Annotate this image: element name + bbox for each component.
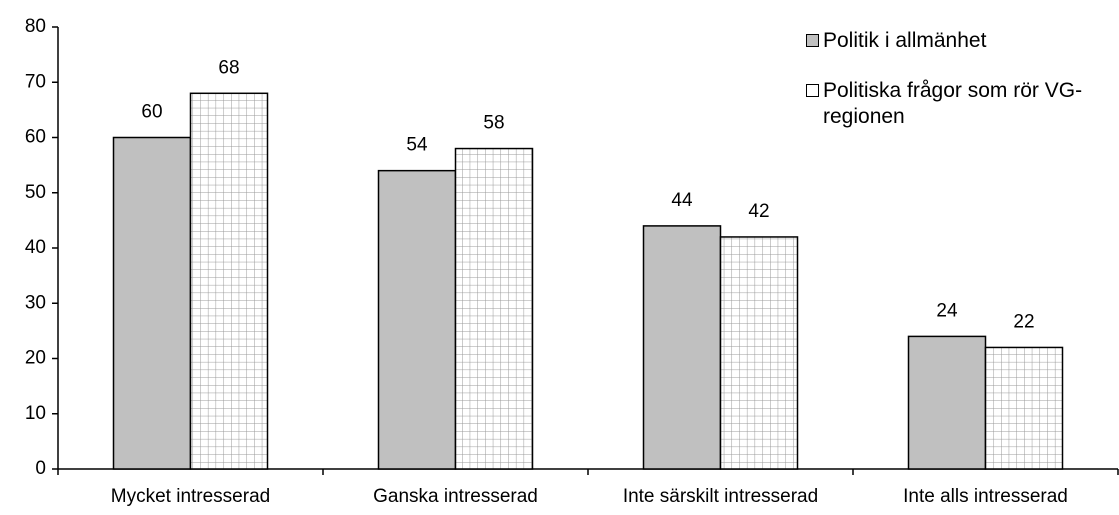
y-tick-label: 60 bbox=[25, 127, 46, 148]
bar bbox=[719, 236, 799, 470]
legend-item: Politik i allmänhet bbox=[806, 28, 1116, 54]
legend-label: Politiska frågor som rör VG-regionen bbox=[823, 79, 1083, 128]
bar bbox=[377, 169, 457, 470]
data-label: 24 bbox=[936, 300, 958, 321]
x-tick-label: Mycket intresserad bbox=[111, 486, 270, 507]
legend: Politik i allmänhet Politiska frågor som … bbox=[806, 28, 1116, 154]
bar bbox=[907, 335, 987, 470]
x-tick-label: Inte alls intresserad bbox=[903, 486, 1068, 507]
y-tick-label: 20 bbox=[25, 348, 46, 369]
data-label: 60 bbox=[141, 102, 162, 123]
legend-item: Politiska frågor som rör VG-regionen bbox=[806, 78, 1116, 130]
legend-swatch bbox=[806, 34, 819, 47]
legend-label: Politik i allmänhet bbox=[823, 29, 987, 52]
y-tick-label: 50 bbox=[25, 182, 46, 203]
data-label: 68 bbox=[218, 57, 239, 78]
x-tick-label: Inte särskilt intresserad bbox=[623, 486, 818, 507]
y-tick-label: 40 bbox=[25, 237, 46, 258]
bar bbox=[642, 225, 722, 470]
bar bbox=[984, 346, 1064, 470]
y-tick-label: 10 bbox=[25, 403, 46, 424]
bar bbox=[189, 92, 269, 470]
data-label: 22 bbox=[1013, 311, 1034, 332]
y-tick-label: 70 bbox=[25, 71, 46, 92]
data-label: 58 bbox=[483, 113, 504, 134]
bar bbox=[454, 147, 534, 470]
y-tick-label: 30 bbox=[25, 292, 46, 313]
data-label: 54 bbox=[406, 135, 428, 156]
y-tick-label: 80 bbox=[25, 16, 46, 37]
y-tick-label: 0 bbox=[35, 458, 46, 479]
bar bbox=[112, 136, 192, 470]
data-label: 44 bbox=[671, 190, 693, 211]
data-label: 42 bbox=[748, 201, 769, 222]
x-tick-label: Ganska intresserad bbox=[373, 486, 538, 507]
legend-swatch bbox=[806, 84, 819, 97]
